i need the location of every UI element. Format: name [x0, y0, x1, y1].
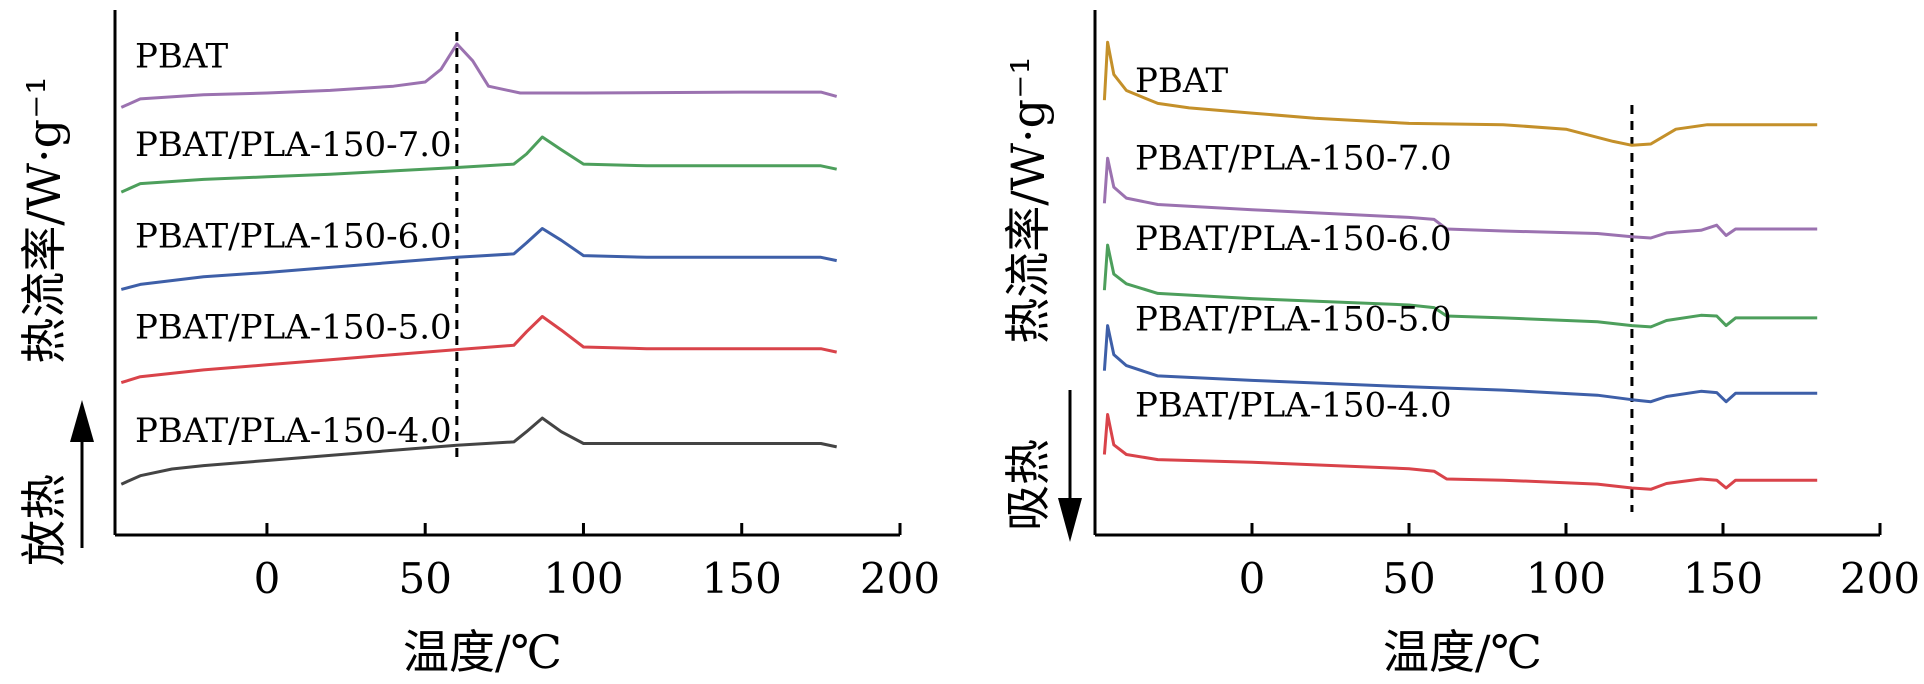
- series-label-4: PBAT/PLA-150-5.0: [135, 308, 452, 348]
- y-axis-title: 热流率/W·g⁻¹: [1001, 56, 1055, 344]
- series-label-5: PBAT/PLA-150-4.0: [1135, 385, 1452, 425]
- series-label-1: PBAT: [1135, 61, 1229, 101]
- endotherm-arrow-head: [1058, 498, 1082, 542]
- series-line-3: [1102, 243, 1818, 329]
- series-line-2: [1102, 156, 1818, 240]
- series-label-2: PBAT/PLA-150-7.0: [135, 125, 452, 165]
- x-tick-label: 0: [1239, 554, 1266, 603]
- series-label-1: PBAT: [135, 36, 229, 76]
- series-label-3: PBAT/PLA-150-6.0: [1135, 219, 1452, 259]
- series-label-2: PBAT/PLA-150-7.0: [1135, 138, 1452, 178]
- x-tick-label: 0: [254, 554, 281, 603]
- series-line-5: [120, 416, 838, 486]
- series-label-5: PBAT/PLA-150-4.0: [135, 411, 452, 451]
- x-tick-label: 200: [860, 554, 940, 603]
- series-label-4: PBAT/PLA-150-5.0: [1135, 300, 1452, 340]
- series-line-1: [120, 42, 838, 109]
- series-line-3: [120, 227, 838, 291]
- x-tick-label: 50: [1382, 554, 1435, 603]
- series-line-1: [1102, 40, 1818, 147]
- x-tick-label: 150: [702, 554, 782, 603]
- right-panel-endotherm: 0 50 100 150 200 温度/℃ 热流率/W·g⁻¹ 吸热 PBAT PBAT/PLA-…: [1001, 10, 1920, 679]
- heat-direction-label: 吸热: [1001, 439, 1055, 531]
- series-line-4: [1102, 324, 1818, 404]
- x-tick-label: 150: [1683, 554, 1763, 603]
- x-tick-label: 100: [1526, 554, 1606, 603]
- y-axis-title: 热流率/W·g⁻¹: [17, 76, 71, 364]
- x-tick-label: 50: [398, 554, 451, 603]
- series-line-4: [120, 315, 838, 385]
- x-axis-title: 温度/℃: [403, 625, 562, 679]
- series-label-3: PBAT/PLA-150-6.0: [135, 216, 452, 256]
- series-line-5: [1102, 413, 1818, 491]
- x-axis-title: 温度/℃: [1383, 625, 1542, 679]
- heat-direction-label: 放热: [17, 474, 71, 566]
- x-tick-label: 200: [1840, 554, 1920, 603]
- series-line-2: [120, 135, 838, 194]
- x-tick-label: 100: [543, 554, 623, 603]
- left-panel-exotherm: 0 50 100 150 200 温度/℃ 热流率/W·g⁻¹ 放热 PBAT PBAT/PLA-…: [17, 10, 940, 679]
- exotherm-arrow-head: [70, 400, 94, 442]
